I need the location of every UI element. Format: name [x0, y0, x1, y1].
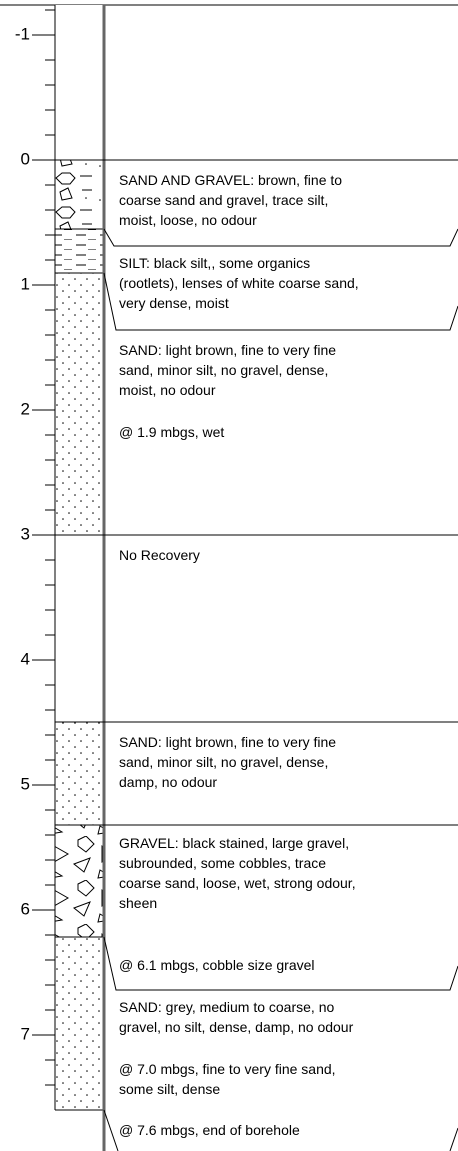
description-line: @ 1.9 mbgs, wet [119, 424, 224, 440]
depth-label: 3 [21, 524, 30, 543]
description-line: moist, no odour [119, 382, 216, 398]
depth-label: 5 [21, 774, 30, 793]
description-line: SAND: grey, medium to coarse, no [119, 999, 334, 1015]
description-line: gravel, no silt, dense, damp, no odour [119, 1019, 354, 1035]
description-line: sand, minor silt, no gravel, dense, [119, 362, 328, 378]
gravel-layer [55, 825, 104, 937]
borehole-log: -1 0 1 2 3 4 5 6 7 SAND AND GRAVEL: brown, fine t… [0, 0, 458, 1151]
description-line: SAND: light brown, fine to very fine [119, 342, 336, 358]
description-line: @ 6.1 mbgs, cobble size gravel [119, 957, 315, 973]
description-line: GRAVEL: black stained, large gravel, [119, 835, 349, 851]
description-line: sand, minor silt, no gravel, dense, [119, 754, 328, 770]
description-line: @ 7.0 mbgs, fine to very fine sand, [119, 1061, 336, 1077]
description-line: damp, no odour [119, 774, 217, 790]
depth-label: 2 [21, 399, 30, 418]
description-line: very dense, moist [119, 295, 229, 311]
depth-label: 6 [21, 899, 30, 918]
depth-label: 1 [21, 274, 30, 293]
depth-label: -1 [15, 24, 30, 43]
silt-layer [55, 229, 104, 273]
description-line: moist, loose, no odour [119, 212, 257, 228]
description-line: SAND AND GRAVEL: brown, fine to [119, 172, 342, 188]
description-line: coarse sand, loose, wet, strong odour, [119, 875, 356, 891]
description-line: @ 7.6 mbgs, end of borehole [119, 1122, 300, 1138]
sand-layer [55, 722, 104, 825]
depth-label: 0 [21, 149, 30, 168]
description-line: subrounded, some cobbles, trace [119, 855, 326, 871]
description-line: coarse sand and gravel, trace silt, [119, 192, 328, 208]
description-line: SILT: black silt,, some organics [119, 255, 310, 271]
description-line: No Recovery [119, 547, 200, 563]
sand-gravel-layer [55, 160, 104, 229]
sand-layer [55, 937, 104, 1110]
depth-label: 7 [21, 1024, 30, 1043]
description-line: SAND: light brown, fine to very fine [119, 734, 336, 750]
depth-label: 4 [21, 649, 30, 668]
description-line: (rootlets), lenses of white coarse sand, [119, 275, 359, 291]
description-line: some silt, dense [119, 1081, 220, 1097]
description-line: sheen [119, 895, 157, 911]
sand-layer [55, 273, 104, 535]
